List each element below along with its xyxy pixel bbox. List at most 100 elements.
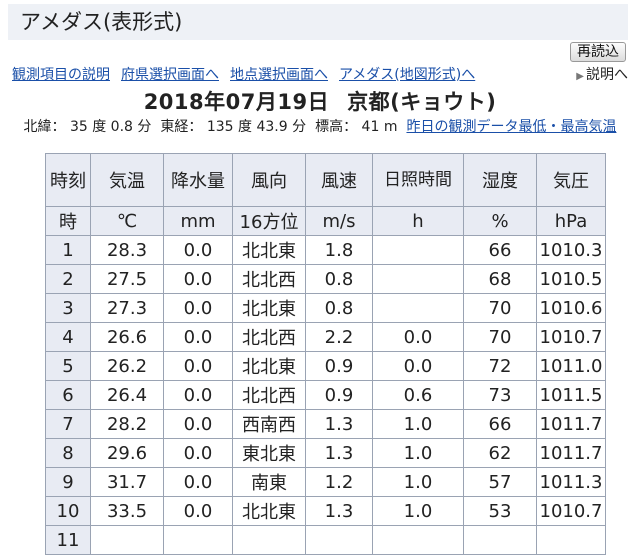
wind-direction-cell (232, 525, 306, 555)
temperature-cell: 27.3 (90, 293, 164, 323)
humidity-cell: 66 (463, 235, 537, 265)
precipitation-cell: 0.0 (163, 380, 233, 410)
wind-direction-cell: 北北東 (232, 351, 306, 381)
temperature-cell: 28.2 (90, 409, 164, 439)
temperature-cell: 33.5 (90, 496, 164, 526)
pressure-cell: 1010.5 (536, 264, 606, 294)
unit-cell: 時 (45, 206, 91, 236)
wind-direction-cell: 東北東 (232, 438, 306, 468)
sunshine-cell: 0.0 (372, 322, 464, 352)
pressure-cell: 1010.7 (536, 322, 606, 352)
nav-link-prefecture-select[interactable]: 府県選択画面へ (121, 67, 219, 83)
table-row: 7 28.2 0.0 西南西 1.3 1.0 66 1011.7 (45, 409, 606, 439)
wind-direction-cell: 北北東 (232, 293, 306, 323)
wind-direction-cell: 北北東 (232, 496, 306, 526)
hour-cell: 2 (45, 264, 91, 294)
table-row: 3 27.3 0.0 北北東 0.8 70 1010.6 (45, 293, 606, 323)
min-max-temp-link[interactable]: 最低・最高気温 (518, 119, 617, 135)
hour-cell: 7 (45, 409, 91, 439)
wind-speed-cell: 0.8 (305, 264, 373, 294)
pressure-cell: 1010.6 (536, 293, 606, 323)
table-row: 10 33.5 0.0 北北東 1.3 1.0 53 1010.7 (45, 496, 606, 526)
unit-cell: h (372, 206, 464, 236)
header-wind-speed: 風速 (305, 153, 373, 207)
humidity-cell: 66 (463, 409, 537, 439)
wind-speed-cell: 1.3 (305, 409, 373, 439)
sunshine-cell: 1.0 (372, 438, 464, 468)
nav-link-amedas-map[interactable]: アメダス(地図形式)へ (339, 67, 476, 83)
wind-speed-cell: 2.2 (305, 322, 373, 352)
reload-button[interactable]: 再読込 (570, 42, 626, 62)
table-row: 4 26.6 0.0 北北西 2.2 0.0 70 1010.7 (45, 322, 606, 352)
sunshine-cell (372, 293, 464, 323)
header-sunshine: 日照時間 (372, 153, 464, 207)
table-row: 5 26.2 0.0 北北東 0.9 0.0 72 1011.0 (45, 351, 606, 381)
wind-speed-cell: 1.3 (305, 438, 373, 468)
sunshine-cell (372, 235, 464, 265)
nav-links: 観測項目の説明 府県選択画面へ 地点選択画面へ アメダス(地図形式)へ (12, 64, 486, 84)
pressure-cell: 1011.7 (536, 438, 606, 468)
humidity-cell: 72 (463, 351, 537, 381)
wind-direction-cell: 北北西 (232, 264, 306, 294)
triangle-right-icon: ▶ (576, 71, 584, 82)
precipitation-cell: 0.0 (163, 322, 233, 352)
precipitation-cell: 0.0 (163, 235, 233, 265)
pressure-cell (536, 525, 606, 555)
temperature-cell: 26.4 (90, 380, 164, 410)
unit-cell: mm (163, 206, 233, 236)
unit-cell: 16方位 (232, 206, 306, 236)
nav-link-item-description[interactable]: 観測項目の説明 (12, 67, 110, 83)
precipitation-cell: 0.0 (163, 351, 233, 381)
wind-direction-cell: 北北西 (232, 380, 306, 410)
temperature-cell: 31.7 (90, 467, 164, 497)
unit-cell: ℃ (90, 206, 164, 236)
table-header-row: 時刻 気温 降水量 風向 風速 日照時間 湿度 気圧 (45, 153, 606, 207)
header-hour: 時刻 (45, 153, 91, 207)
precipitation-cell (163, 525, 233, 555)
humidity-cell: 73 (463, 380, 537, 410)
precipitation-cell: 0.0 (163, 438, 233, 468)
hour-cell: 9 (45, 467, 91, 497)
hour-cell: 10 (45, 496, 91, 526)
table-row: 8 29.6 0.0 東北東 1.3 1.0 62 1011.7 (45, 438, 606, 468)
pressure-cell: 1011.3 (536, 467, 606, 497)
hour-cell: 4 (45, 322, 91, 352)
nav-link-point-select[interactable]: 地点選択画面へ (230, 67, 328, 83)
hour-cell: 5 (45, 351, 91, 381)
pressure-cell: 1010.7 (536, 496, 606, 526)
wind-speed-cell (305, 525, 373, 555)
wind-speed-cell: 1.2 (305, 467, 373, 497)
hour-cell: 11 (45, 525, 91, 555)
temperature-cell: 29.6 (90, 438, 164, 468)
wind-speed-cell: 1.8 (305, 235, 373, 265)
help-link[interactable]: ▶ 説明へ (576, 64, 628, 84)
wind-speed-cell: 0.8 (305, 293, 373, 323)
pressure-cell: 1010.3 (536, 235, 606, 265)
pressure-cell: 1011.0 (536, 351, 606, 381)
temperature-cell: 26.6 (90, 322, 164, 352)
station-name: 京都(キョウト) (347, 90, 497, 114)
pressure-cell: 1011.7 (536, 409, 606, 439)
precipitation-cell: 0.0 (163, 496, 233, 526)
wind-speed-cell: 1.3 (305, 496, 373, 526)
observation-date: 2018年07月19日 (143, 90, 330, 114)
precipitation-cell: 0.0 (163, 409, 233, 439)
help-link-label: 説明へ (586, 67, 628, 83)
table-row: 6 26.4 0.0 北北西 0.9 0.6 73 1011.5 (45, 380, 606, 410)
precipitation-cell: 0.0 (163, 467, 233, 497)
wind-direction-cell: 南東 (232, 467, 306, 497)
page-title-bar: アメダス(表形式) (8, 4, 628, 40)
sunshine-cell: 1.0 (372, 467, 464, 497)
header-humidity: 湿度 (463, 153, 537, 207)
sunshine-cell: 1.0 (372, 496, 464, 526)
header-precipitation: 降水量 (163, 153, 233, 207)
temperature-cell: 27.5 (90, 264, 164, 294)
table-row: 9 31.7 0.0 南東 1.2 1.0 57 1011.3 (45, 467, 606, 497)
humidity-cell: 68 (463, 264, 537, 294)
hour-cell: 6 (45, 380, 91, 410)
previous-day-link[interactable]: 昨日の観測データ (406, 119, 519, 135)
precipitation-cell: 0.0 (163, 264, 233, 294)
humidity-cell: 70 (463, 293, 537, 323)
table-row: 1 28.3 0.0 北北東 1.8 66 1010.3 (45, 235, 606, 265)
header-temperature: 気温 (90, 153, 164, 207)
